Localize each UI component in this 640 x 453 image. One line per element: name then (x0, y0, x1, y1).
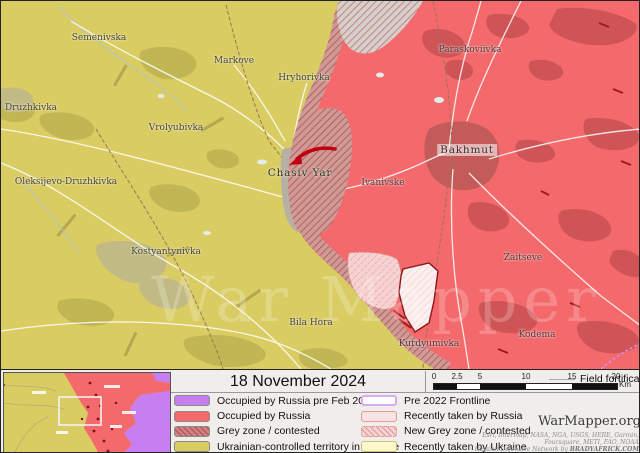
recently-taken-russia-polygon (398, 262, 439, 333)
legend-panel: 18 November 2024 0 2.5 5 10 15 20 Km (1, 369, 640, 453)
map-label-bakhmut: Bakhmut (437, 144, 497, 156)
branding: WarMapper.org (538, 414, 640, 429)
legend-item: Occupied by Russia pre Feb 2022 (174, 393, 426, 408)
map-label-kostyantynivka: Kostyantynivka (131, 247, 201, 257)
swatch-pre-2022-frontline (361, 395, 397, 407)
forest-patches-occupied (422, 7, 639, 354)
scale-unit: Km (619, 380, 631, 389)
field-fortifications-line-swatch (549, 378, 575, 380)
legend-item: New Grey zone / contested (361, 424, 551, 439)
map-canvas[interactable]: War Mapper Semenivska Markove Hryhorivka… (1, 1, 639, 369)
scale-tick-15: 15 (567, 372, 577, 381)
legend-item: Grey zone / contested (174, 424, 426, 439)
legend-label: Recently taken by Russia (404, 410, 523, 423)
grey-zone-band (287, 9, 452, 369)
rivers (20, 6, 188, 254)
roads (1, 1, 639, 369)
legend-label: Pre 2022 Frontline (404, 394, 491, 407)
legend-label: Occupied by Russia (217, 410, 311, 423)
legend-item: Pre 2022 Frontline (361, 393, 551, 408)
swatch-new-grey-zone (361, 425, 397, 437)
attribution: Esri, Intermap, NASA, NGA, USGS, HERE, G… (421, 432, 639, 453)
map-label-druzhkivka: Druzhkivka (4, 103, 58, 113)
legend-label: Recently taken by Ukraine (404, 440, 527, 453)
pre-2022-frontline (600, 343, 639, 369)
swatch-grey-zone (174, 425, 210, 437)
attribution-line: Foursquare, METI, FAO, NOAA (544, 439, 639, 446)
map-label-markove: Markove (213, 56, 255, 66)
grey-zone-top (337, 1, 423, 54)
legend-label: Field fortifications (580, 373, 640, 385)
map-label-oleksijevo-druzhkivka: Oleksijevo-Druzhkivka (14, 177, 118, 187)
inset-graphics (4, 373, 170, 452)
legend-column-left: Occupied by Russia pre Feb 2022 Occupied… (174, 393, 426, 453)
swatch-occupied-russia (174, 410, 210, 422)
map-label-kodema: Kodema (518, 330, 556, 340)
inset-extent-rectangle (58, 396, 102, 426)
map-label-ivanivske: Ivanivske (361, 178, 405, 188)
scale-tick-2-5: 2.5 (451, 372, 463, 381)
legend-item: Ukrainian-controlled territory in Ukrain… (174, 439, 426, 453)
scale-bar: 0 2.5 5 10 15 20 Km (425, 371, 639, 393)
map-label-zaitseve: Zaitseve (503, 253, 543, 263)
site-name[interactable]: WarMapper.org (538, 414, 640, 429)
map-label-hryhorivka: Hryhorivka (278, 73, 330, 83)
legend-item: Recently taken by Ukraine (361, 439, 551, 453)
map-label-paraskoviivka: Paraskoviivka (438, 45, 502, 55)
swatch-recently-taken-russia (361, 410, 397, 422)
scale-tick-0: 0 (431, 372, 437, 381)
map-label-vrolyubivka: Vrolyubivka (148, 123, 204, 133)
map-graphics (1, 1, 639, 369)
map-label-semenivska: Semenivska (71, 33, 127, 43)
legend-item: Recently taken by Russia (361, 408, 551, 423)
legend-item-field-fortifications: Field fortifications (549, 373, 640, 385)
attribution-line: Esri, Intermap, NASA, NGA, USGS, HERE, G… (482, 432, 639, 439)
scale-tick-5: 5 (477, 372, 483, 381)
scale-tick-20: 20 (611, 372, 621, 381)
fortification-marks (392, 22, 632, 354)
date-title: 18 November 2024 (171, 371, 426, 393)
swatch-ukraine-controlled (174, 441, 210, 452)
legend-item: Occupied by Russia (174, 408, 426, 423)
swatch-occupied-pre2022 (174, 395, 210, 407)
attack-arrow (289, 146, 337, 165)
grey-zone-chasiv-yar (288, 108, 353, 238)
legend-label: Ukrainian-controlled territory in Ukrain… (217, 440, 400, 453)
legend-label: Occupied by Russia pre Feb 2022 (217, 394, 376, 407)
map-label-chasiv-yar: Chasiv Yar (267, 167, 333, 179)
inset-overview-map[interactable] (3, 372, 171, 452)
legend-label: Grey zone / contested (217, 425, 320, 438)
map-label-kurdyumivka: Kurdyumivka (398, 339, 460, 349)
legend-column-right: Pre 2022 Frontline Recently taken by Rus… (361, 393, 551, 453)
attribution-line: Russian Defensive Network by BRADYAFRICK… (474, 446, 639, 453)
scale-tick-10: 10 (521, 372, 531, 381)
legend-label: New Grey zone / contested (404, 425, 531, 438)
map-label-bila-hora: Bila Hora (289, 318, 333, 328)
new-grey-zone (347, 251, 402, 310)
swatch-recently-taken-ukraine (361, 441, 397, 452)
